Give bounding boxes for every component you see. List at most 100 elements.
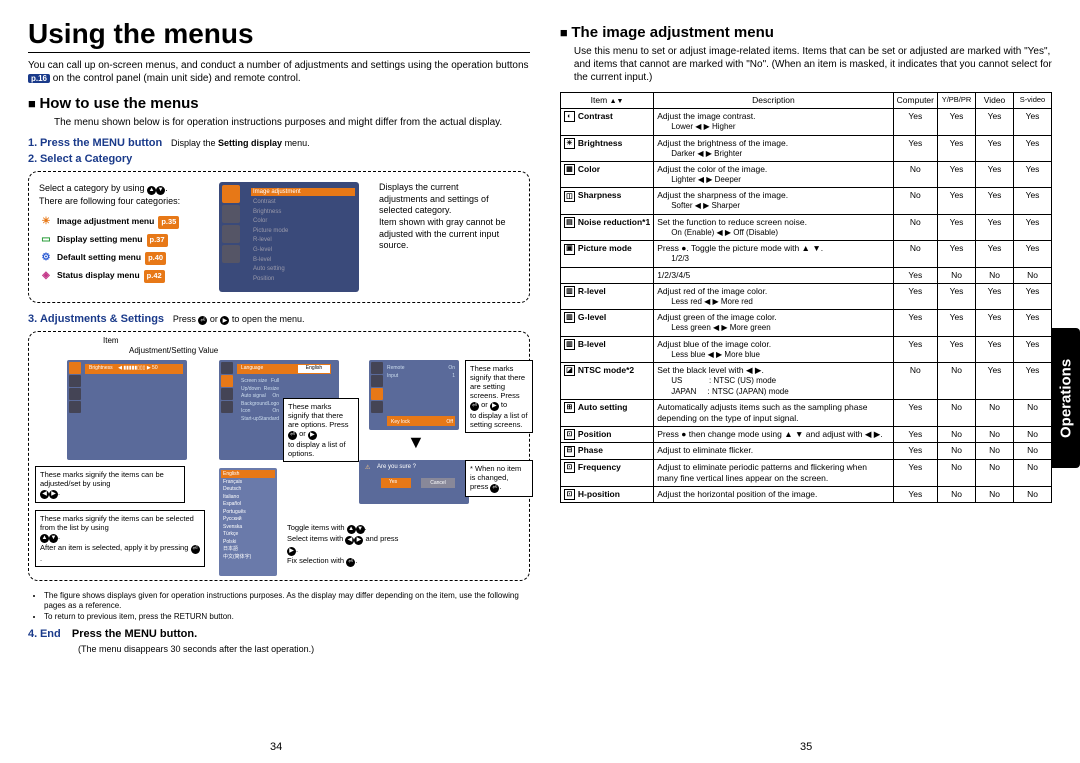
- s3d1: Press: [173, 314, 196, 324]
- intro-tail: on the control panel (main unit side) an…: [53, 73, 301, 84]
- c5bt: to display a list of options.: [288, 440, 346, 458]
- page-number-right: 35: [800, 741, 812, 753]
- intro-span: You can call up on-screen menus, and con…: [28, 60, 529, 71]
- s1d2: Setting display: [218, 138, 282, 148]
- keylock-label: Key lock: [391, 419, 410, 425]
- category-item: ◈ Status display menu p.42: [39, 269, 209, 283]
- table-row: ▣Picture mode Press ●. Toggle the pictur…: [560, 241, 1051, 267]
- step4-note: (The menu disappears 30 seconds after th…: [78, 644, 530, 654]
- item-icon: ⊡: [564, 429, 575, 440]
- item-icon: ⊟: [564, 446, 575, 457]
- c5t: These marks signify that there are optio…: [288, 402, 348, 429]
- step4-label: End: [40, 628, 61, 640]
- th-svideo: S-video: [1014, 93, 1052, 109]
- item-icon: ▣: [564, 244, 575, 255]
- callout-list-marks: These marks signify the items can be sel…: [35, 510, 205, 567]
- item-icon: ⊡: [564, 489, 575, 500]
- enter-icon: ⏎: [198, 316, 207, 325]
- how-to-heading: How to use the menus: [28, 95, 530, 112]
- image-adj-sub: Use this menu to set or adjust image-rel…: [574, 45, 1052, 84]
- step1-num: 1.: [28, 137, 37, 149]
- c8c: and press: [365, 534, 398, 543]
- how-to-sub: The menu shown below is for operation in…: [54, 116, 530, 129]
- category-icon: ◈: [39, 269, 53, 283]
- c8d: Fix selection with: [287, 556, 344, 565]
- table-row: ◪NTSC mode*2 Set the black level with ◀ …: [560, 363, 1051, 400]
- step-4: 4. End Press the MENU button.: [28, 628, 530, 640]
- item-icon: ⊞: [564, 402, 575, 413]
- s1d1: Display the: [171, 138, 216, 148]
- table-row: ⊡Frequency Adjust to eliminate periodic …: [560, 459, 1051, 486]
- image-adj-heading: The image adjustment menu: [560, 24, 1052, 41]
- table-row: ⊟Phase Adjust to eliminate flicker. Yes …: [560, 443, 1051, 459]
- item-icon: ◐: [564, 111, 575, 122]
- operations-tab: Operations: [1052, 328, 1080, 468]
- step4-desc: Press the MENU button.: [72, 628, 197, 640]
- step-1: 1. Press the MENU button Display the Set…: [28, 137, 530, 149]
- c6t: These marks signify that there are setti…: [470, 364, 525, 400]
- table-row: 1/2/3/4/5 Yes No No No: [560, 267, 1051, 283]
- panel-default-setting: Remote OnInput 1 Key lock Off: [369, 360, 459, 430]
- item-icon: ▤: [564, 217, 575, 228]
- table-row: ⊞Auto setting Automatically adjusts item…: [560, 399, 1051, 426]
- step-3: 3. Adjustments & Settings Press ⏎ or ▶ t…: [28, 313, 530, 325]
- up-icon: ▲: [147, 186, 156, 195]
- category-box: Select a category by using ▲▼. There are…: [28, 171, 530, 303]
- table-row: ◐Contrast Adjust the image contrast.Lowe…: [560, 109, 1051, 135]
- table-row: ▥G-level Adjust green of the image color…: [560, 310, 1051, 336]
- menu-mockup: Image adjustment ContrastBrightnessColor…: [219, 182, 359, 292]
- c8a: Toggle items with: [287, 523, 345, 532]
- cat-intro: Select a category by using: [39, 183, 145, 193]
- page-number-left: 34: [270, 741, 282, 753]
- c6bt: to display a list of setting screens.: [470, 411, 528, 429]
- page-ref: p.37: [147, 234, 168, 247]
- th-desc: Description: [654, 93, 893, 109]
- arrow-down-icon: ▼: [407, 432, 425, 453]
- step2-label: Select a Category: [40, 153, 132, 165]
- table-row: ⊡H-position Adjust the horizontal positi…: [560, 486, 1051, 502]
- step3-desc: Press ⏎ or ▶ to open the menu.: [173, 314, 305, 324]
- step-2: 2. Select a Category: [28, 153, 530, 165]
- step3-label: Adjustments & Settings: [40, 313, 164, 325]
- cat-intro2: There are following four categories:: [39, 196, 180, 206]
- step3-num: 3.: [28, 313, 37, 325]
- mock-header: Image adjustment: [251, 188, 355, 196]
- page-ref: p.35: [158, 216, 179, 229]
- table-row: ▥R-level Adjust red of the image color.L…: [560, 283, 1051, 309]
- confirm-q: Are you sure ?: [377, 464, 416, 470]
- item-icon: ◫: [564, 191, 575, 202]
- step1-label: Press the MENU button: [40, 137, 162, 149]
- page-ref: p.42: [144, 270, 165, 283]
- category-item: ☀ Image adjustment menu p.35: [39, 215, 209, 229]
- adj-value-label: Adjustment/Setting Value: [129, 346, 218, 355]
- callout-toggle: Toggle items with ▲▼. Select items with …: [283, 520, 403, 570]
- th-ypbpr: Y/PB/PR: [938, 93, 976, 109]
- panel-image-adj: Brightness ◀ ▮▮▮▮▮▯▯▯ ▶ 50: [67, 360, 187, 460]
- s3d2: or: [210, 314, 218, 324]
- category-item: ▭ Display setting menu p.37: [39, 233, 209, 247]
- callout-options: These marks signify that there are optio…: [283, 398, 359, 462]
- page-ref: p.40: [145, 252, 166, 265]
- panel-confirm: ⚠ Are you sure ? Yes Cancel: [359, 460, 469, 504]
- confirm-cancel: Cancel: [421, 478, 455, 488]
- right-icon: ▶: [220, 316, 229, 325]
- step1-desc: Display the Setting display menu.: [171, 138, 310, 148]
- item-icon: ▥: [564, 339, 575, 350]
- item-icon: ◪: [564, 365, 575, 376]
- step4-num: 4.: [28, 628, 37, 640]
- c8b: Select items with: [287, 534, 343, 543]
- table-row: ☀Brightness Adjust the brightness of the…: [560, 135, 1051, 161]
- notes-list: The figure shows displays given for oper…: [28, 591, 530, 622]
- lang-label: Language: [241, 365, 263, 371]
- table-row: ▥B-level Adjust blue of the image color.…: [560, 336, 1051, 362]
- callout-adjust-marks: These marks signify the items can be adj…: [35, 466, 185, 503]
- th-item: Item ▲▼: [560, 93, 653, 109]
- item-icon: ▥: [564, 286, 575, 297]
- th-video: Video: [976, 93, 1014, 109]
- table-row: ▤Noise reduction*1 Set the function to r…: [560, 214, 1051, 240]
- lang-value: English: [297, 364, 331, 374]
- confirm-yes: Yes: [389, 479, 397, 485]
- panel-language-list: EnglishFrançaisDeutschItalianoEspañolPor…: [219, 468, 277, 576]
- intro-text: You can call up on-screen menus, and con…: [28, 59, 530, 85]
- page-ref-16: p.16: [28, 74, 50, 83]
